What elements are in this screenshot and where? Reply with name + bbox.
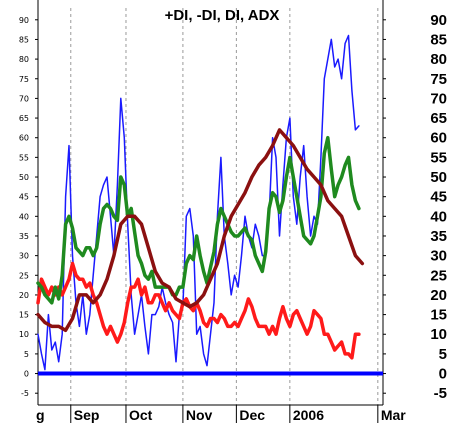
x-tick-label: 2006 [293,407,324,423]
y-tick-label-left: 55 [19,153,29,162]
x-tick-label: Mar [381,407,406,423]
y-tick-label-right: 80 [430,51,447,68]
y-tick-label-right: 25 [430,267,447,284]
y-tick-label-left: 5 [24,350,29,359]
y-tick-label-left: 40 [19,212,29,221]
y-tick-label-left: 35 [19,232,29,241]
series-line-minus_di [36,261,361,360]
x-tick-label: Sep [74,407,100,423]
y-tick-label-left: 90 [19,16,29,25]
y-tick-label-left: 15 [19,311,29,320]
y-tick-label-right: 55 [430,149,447,166]
y-tick-label-right: 70 [430,90,447,107]
y-tick-label-left: 20 [19,291,29,300]
x-tick-label: Nov [186,407,213,423]
y-tick-label-left: 60 [19,134,29,143]
y-tick-label-right: 0 [439,366,447,383]
y-tick-label-right: 30 [430,248,447,265]
y-tick-label-left: 70 [19,94,29,103]
y-tick-label-right: 40 [430,208,447,225]
y-tick-label-right: 60 [430,130,447,147]
y-tick-label-right: 90 [430,12,447,29]
axes [35,0,386,423]
series-line-adx [36,128,365,333]
y-tick-label-right: -5 [434,385,447,402]
y-tick-label-left: 10 [19,330,29,339]
series [36,34,383,376]
y-tick-label-right: 15 [430,307,447,324]
y-tick-label-left: 0 [24,370,29,379]
y-tick-label-right: 10 [430,326,447,343]
y-tick-label-left: 50 [19,173,29,182]
y-tick-label-left: 65 [19,114,29,123]
y-tick-label-right: 85 [430,31,447,48]
y-tick-label-right: 45 [430,189,447,206]
grid [70,8,379,405]
y-tick-label-right: 75 [430,71,447,88]
y-tick-label-left: 85 [19,35,29,44]
x-tick-label: g [36,407,45,423]
x-tick-label: Oct [129,407,153,423]
y-tick-label-left: -5 [21,389,29,398]
y-tick-label-right: 35 [430,228,447,245]
y-tick-label-left: 45 [19,193,29,202]
y-tick-label-left: 25 [19,271,29,280]
chart-title: +DI, -DI, DI, ADX [165,7,280,24]
y-tick-label-left: 75 [19,75,29,84]
y-tick-label-left: 80 [19,55,29,64]
y-tick-label-left: 30 [19,252,29,261]
x-tick-label: Dec [239,407,265,423]
y-tick-label-right: 20 [430,287,447,304]
y-tick-label-right: 5 [439,346,447,363]
series-line-plus_di [36,135,361,305]
y-tick-label-right: 65 [430,110,447,127]
y-tick-label-right: 50 [430,169,447,186]
